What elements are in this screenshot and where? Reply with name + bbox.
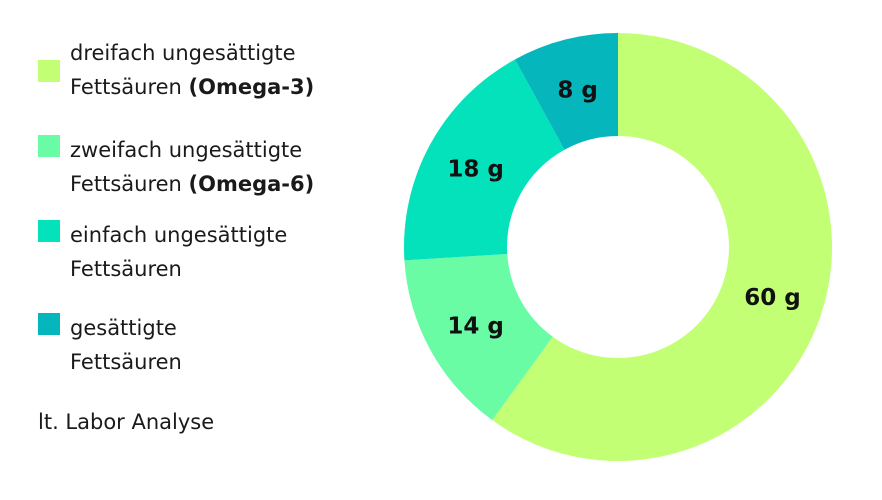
source-note: lt. Labor Analyse [38,410,215,434]
legend-label-bold: (Omega-3) [188,75,315,99]
legend-label-line2: Fettsäuren (Omega-6) [70,167,314,201]
legend-swatch-saturated [38,313,60,335]
legend-label-line1: einfach ungesättigte [70,223,288,247]
donut-slice-1 [404,253,553,421]
legend-label-bold: (Omega-6) [188,172,315,196]
legend-label-line2: Fettsäuren [70,345,182,379]
slice-value-label: 60 g [744,285,800,311]
legend-label-line1: gesättigte [70,316,177,340]
slice-value-label: 14 g [447,313,503,339]
legend-swatch-omega-6 [38,135,60,157]
legend-label-line2: Fettsäuren [70,252,182,286]
legend-label-line1: zweifach ungesättigte [70,138,303,162]
donut-slice-3 [514,33,618,150]
legend-label-prefix: Fettsäuren [70,75,189,99]
slice-value-label: 18 g [447,157,503,183]
legend-label-prefix: Fettsäuren [70,257,182,281]
legend-label-line2: Fettsäuren (Omega-3) [70,70,314,104]
legend-swatch-omega-3 [38,60,60,82]
legend-swatch-monounsaturated [38,220,60,242]
donut-slice-2 [404,59,565,261]
legend-label-prefix: Fettsäuren [70,350,182,374]
donut-slice-0 [492,33,832,462]
legend-label-prefix: Fettsäuren [70,172,189,196]
legend-label-line1: dreifach ungesättigte [70,41,296,65]
slice-value-label: 8 g [557,78,597,104]
